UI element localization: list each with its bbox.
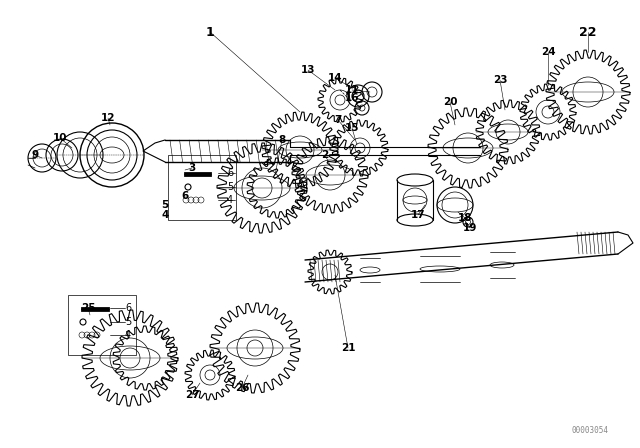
Text: 12: 12 — [100, 113, 115, 123]
Text: 22: 22 — [579, 26, 596, 39]
Text: 19: 19 — [463, 223, 477, 233]
Text: 26: 26 — [235, 383, 249, 393]
Text: 11: 11 — [345, 85, 359, 95]
Text: 6: 6 — [181, 191, 189, 201]
Text: 00003054: 00003054 — [572, 426, 609, 435]
Text: 23: 23 — [493, 75, 508, 85]
Text: 4: 4 — [227, 195, 233, 205]
Text: 24: 24 — [541, 47, 556, 57]
Text: 3: 3 — [188, 163, 196, 173]
Text: 14: 14 — [328, 73, 342, 83]
Text: 18: 18 — [458, 213, 472, 223]
Text: 15: 15 — [345, 123, 359, 133]
Text: 6: 6 — [227, 168, 233, 178]
Text: 8: 8 — [278, 135, 285, 145]
Text: 25: 25 — [81, 303, 95, 313]
Text: 5: 5 — [227, 182, 233, 192]
Text: 21: 21 — [340, 343, 355, 353]
Text: 16: 16 — [345, 93, 359, 103]
Text: 10: 10 — [52, 133, 67, 143]
Text: 13: 13 — [301, 65, 316, 75]
Text: 27: 27 — [185, 390, 199, 400]
Text: 4: 4 — [161, 210, 169, 220]
Text: 5: 5 — [125, 317, 131, 327]
Text: 7: 7 — [334, 115, 342, 125]
Text: 2: 2 — [321, 150, 328, 160]
Bar — [168, 155, 236, 220]
Text: 17: 17 — [411, 210, 426, 220]
Text: 20: 20 — [443, 97, 457, 107]
Text: 6: 6 — [125, 303, 131, 313]
Text: 9: 9 — [31, 150, 38, 160]
Text: 4: 4 — [125, 330, 131, 340]
Text: 5: 5 — [161, 200, 168, 210]
Bar — [68, 295, 136, 355]
Text: 1: 1 — [205, 26, 214, 39]
